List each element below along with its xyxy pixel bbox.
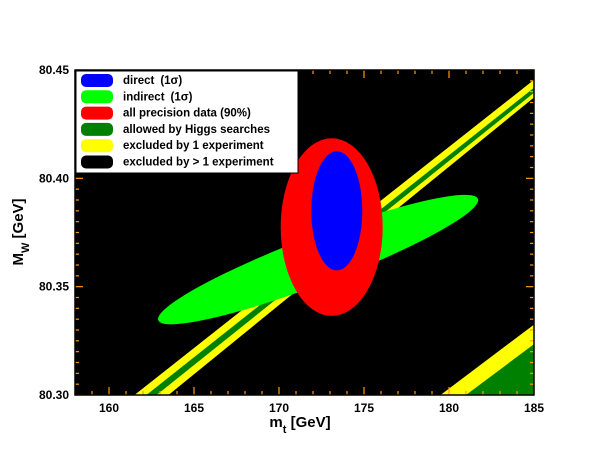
legend-label: direct (1σ): [123, 75, 182, 87]
y-tick-label: 80.35: [39, 280, 69, 294]
axis-labels: 160 165 170 175 180 185 80.30 80.35 80.40 80.45: [39, 63, 544, 415]
x-axis-title: mt [GeV]: [269, 414, 330, 436]
y-tick-label: 80.45: [39, 63, 69, 77]
legend-swatch: [81, 122, 113, 136]
x-tick-label: 160: [99, 401, 119, 415]
legend-label: allowed by Higgs searches: [123, 124, 270, 136]
legend-swatch: [81, 139, 113, 153]
legend-label-name: allowed by Higgs searches: [123, 124, 270, 136]
legend: direct (1σ) indirect (1σ) all precision data…: [75, 70, 299, 174]
legend-swatch: [81, 155, 113, 169]
plot-content: [134, 79, 534, 395]
legend-label-suffix: (1σ): [171, 91, 193, 103]
legend-swatch: [81, 106, 113, 120]
legend-label: excluded by 1 experiment: [123, 140, 264, 152]
legend-swatch: [81, 90, 113, 104]
legend-label: excluded by > 1 experiment: [123, 157, 274, 169]
legend-label-name: all precision data (90%): [123, 108, 251, 120]
legend-label-suffix: (1σ): [160, 75, 182, 87]
y-tick-label: 80.40: [39, 171, 69, 185]
ellipse-direct: [311, 151, 363, 271]
legend-box: [75, 70, 299, 174]
legend-label-name: indirect: [123, 91, 165, 103]
y-axis-title: MW [GeV]: [10, 198, 32, 265]
y-tick-label: 80.30: [39, 388, 69, 402]
plot-area: [134, 79, 534, 395]
legend-label-name: excluded by > 1 experiment: [123, 157, 274, 169]
legend-label-name: direct: [123, 75, 154, 87]
legend-label: indirect (1σ): [123, 91, 193, 103]
x-tick-label: 170: [269, 401, 289, 415]
legend-label-name: excluded by 1 experiment: [123, 140, 264, 152]
plot-frame: [74, 69, 535, 396]
x-tick-label: 185: [524, 401, 544, 415]
x-tick-label: 180: [439, 401, 459, 415]
legend-swatch: [81, 74, 113, 87]
x-tick-label: 165: [184, 401, 204, 415]
legend-label: all precision data (90%): [123, 108, 251, 120]
band-lower-green: [466, 344, 534, 395]
x-tick-label: 175: [354, 401, 374, 415]
